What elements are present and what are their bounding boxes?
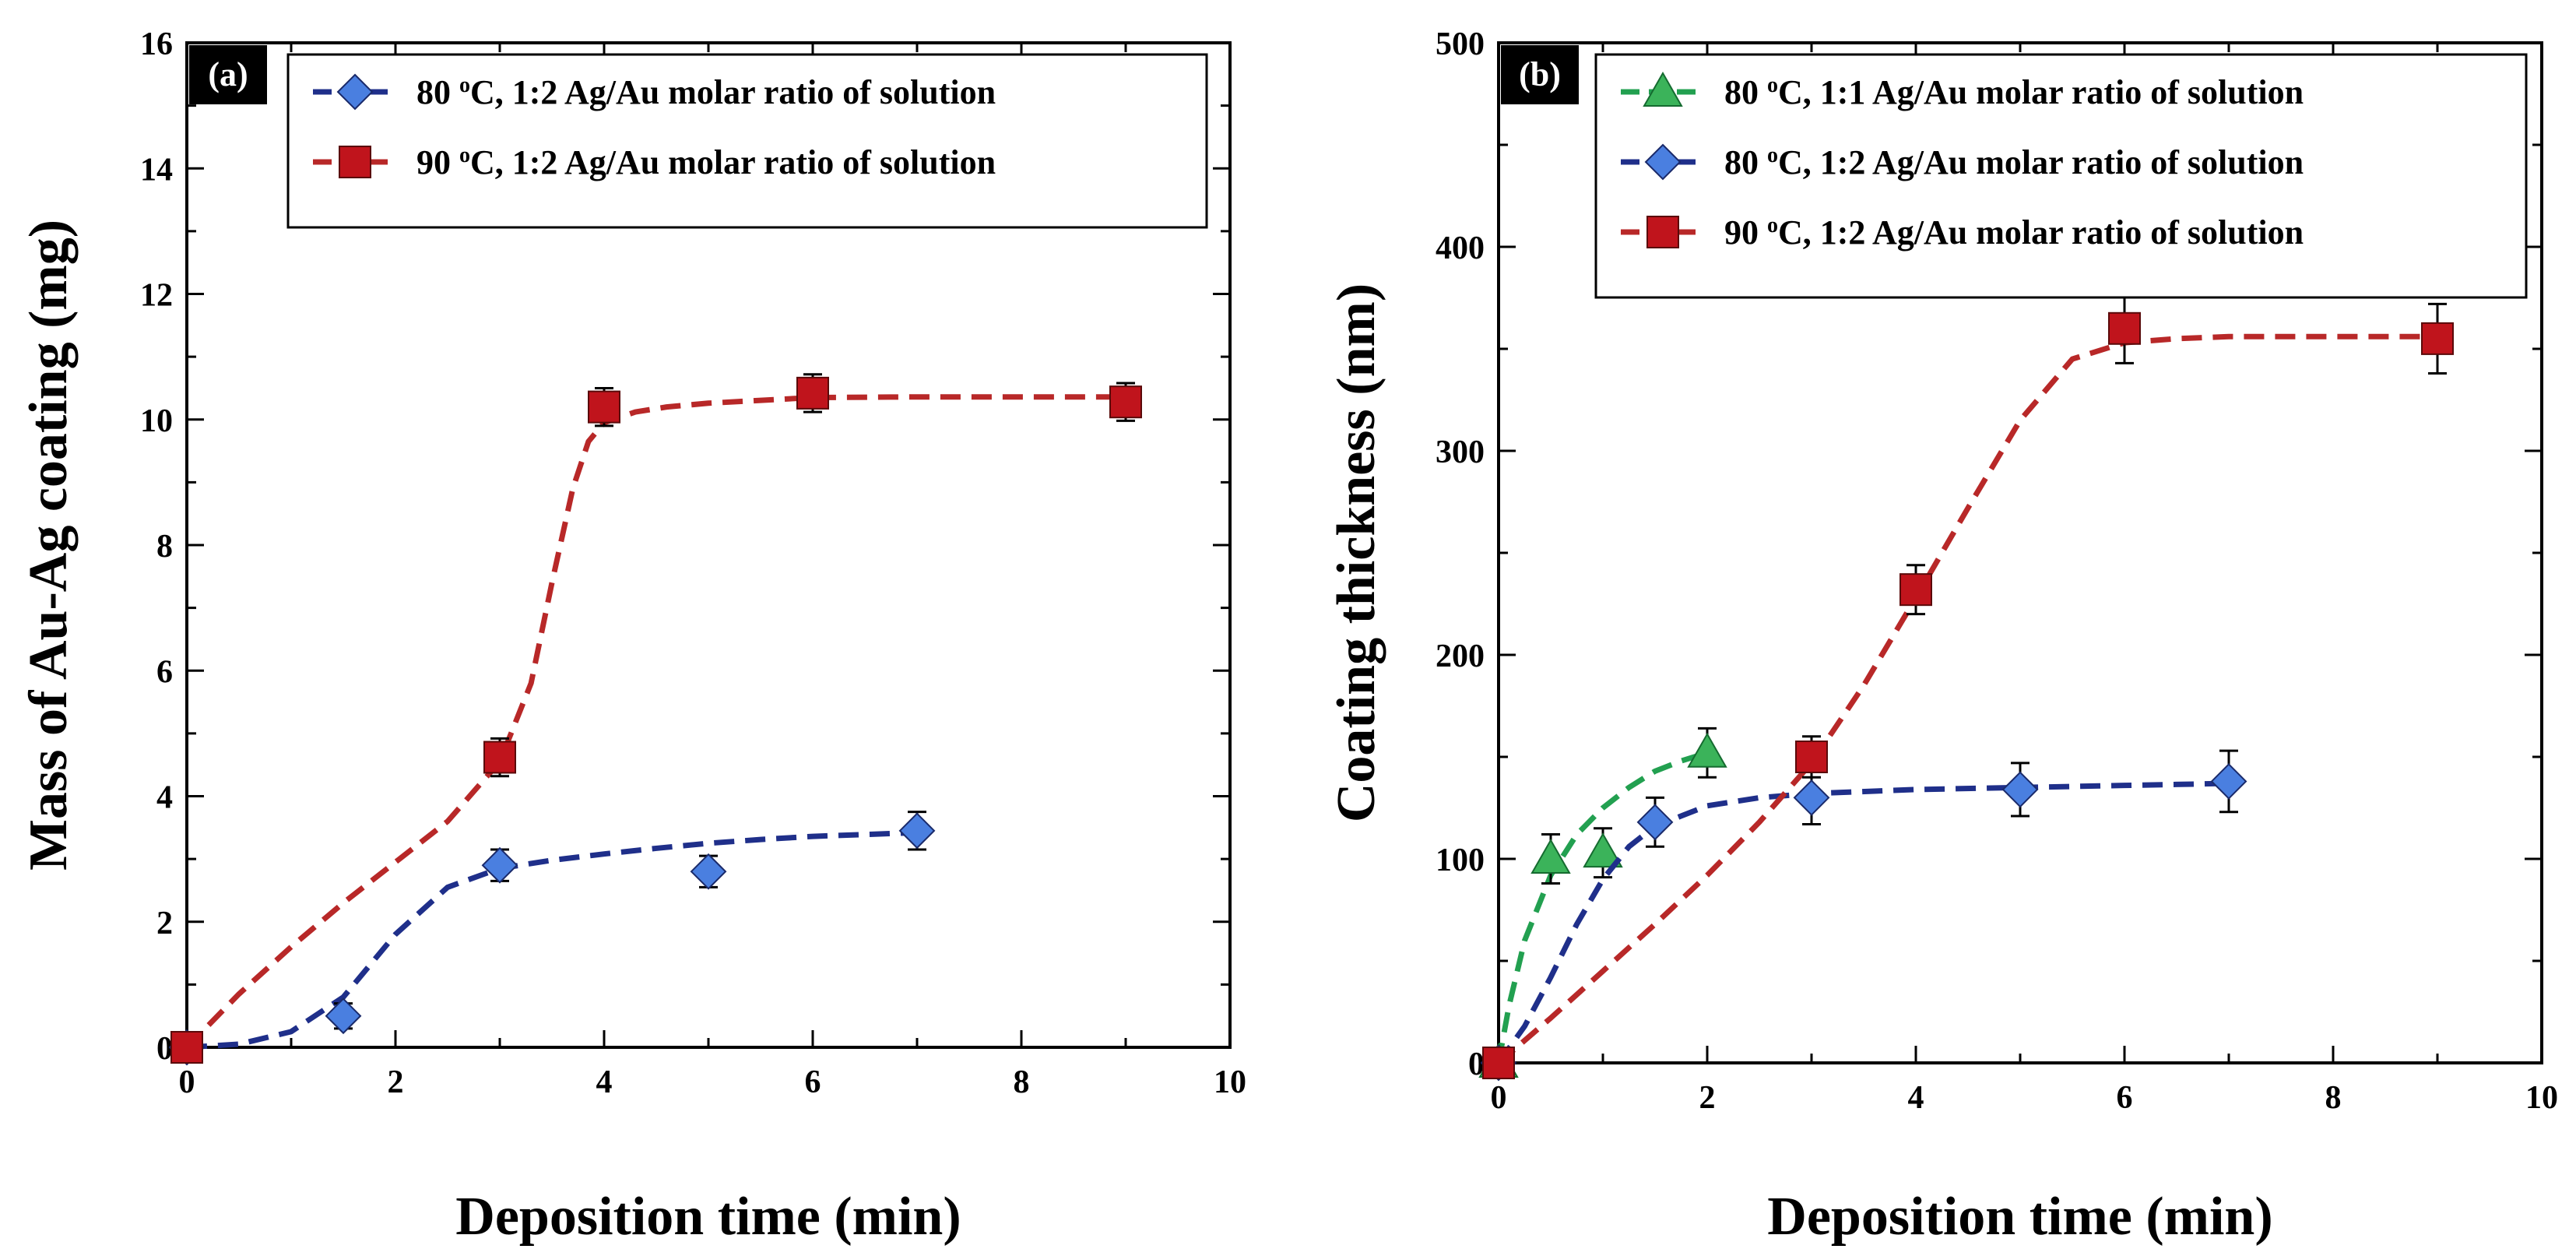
x-tick-label: 4 — [1908, 1080, 1924, 1116]
legend-entry: 90 oC, 1:2 Ag/Au molar ratio of solution — [416, 143, 996, 182]
y-tick-label: 6 — [156, 654, 173, 690]
data-point — [1109, 385, 1142, 419]
data-point — [2108, 311, 2141, 345]
series-fit-line — [185, 394, 1126, 1050]
panel-tag: (a) — [208, 55, 248, 93]
series-2 — [1480, 749, 2247, 1082]
y-tick-label: 10 — [140, 403, 173, 439]
x-tick-label: 4 — [596, 1064, 613, 1100]
legend-box — [1594, 53, 2528, 299]
legend-entry-part: C, 1:2 Ag/Au molar ratio of solution — [470, 73, 996, 111]
x-tick-label: 10 — [2525, 1080, 2558, 1116]
legend-entry-part: 80 — [416, 73, 459, 111]
data-point — [1636, 804, 1674, 841]
legend-marker — [1643, 71, 1683, 107]
data-point — [483, 741, 516, 774]
y-tick-label: 2 — [156, 906, 173, 941]
series-1 — [1478, 727, 1727, 1078]
chart-panel-1: 0 2 4 6 8 10 0 2 4 6 8 10 12 14 16 Deposition time (min… — [19, 26, 1246, 1247]
data-point — [690, 853, 727, 890]
x-tick-label: 2 — [1699, 1080, 1716, 1116]
panel-tag-box — [1501, 45, 1579, 104]
legend-degree-sup: o — [1767, 143, 1778, 167]
x-tick-label: 0 — [1491, 1080, 1507, 1116]
legend-marker — [336, 73, 374, 111]
legend-entry: 90 oC, 1:2 Ag/Au molar ratio of solution — [1724, 213, 2304, 252]
data-point — [325, 997, 362, 1035]
legend-degree-sup: o — [459, 73, 470, 97]
data-point — [898, 812, 936, 850]
y-tick-label: 100 — [1436, 843, 1485, 878]
y-tick-label: 400 — [1436, 230, 1485, 266]
data-point — [1482, 1047, 1515, 1079]
legend-box — [286, 53, 1208, 229]
x-tick-label: 8 — [1014, 1064, 1030, 1100]
series-fit-line — [1495, 750, 1709, 1064]
legend-degree-sup: o — [1767, 213, 1778, 237]
legend-degree-sup: o — [1767, 73, 1778, 97]
series-fit-line — [1496, 780, 2230, 1065]
data-point — [1583, 832, 1623, 868]
legend: 80 oC, 1:1 Ag/Au molar ratio of solution… — [1594, 53, 2528, 299]
data-point — [1795, 741, 1828, 773]
data-point — [2001, 771, 2039, 808]
series-1 — [168, 811, 936, 1066]
y-tick-label: 14 — [140, 152, 173, 188]
y-axis-label: Mass of Au-Ag coating (mg) — [19, 220, 79, 871]
y-tick-label: 200 — [1436, 639, 1485, 674]
legend-entry-part: 90 — [1724, 213, 1767, 252]
data-point — [796, 376, 829, 410]
legend-entry-part: 80 — [1724, 143, 1767, 181]
x-tick-label: 0 — [179, 1064, 195, 1100]
data-point — [170, 1031, 203, 1064]
x-tick-label: 6 — [805, 1064, 821, 1100]
data-point — [2210, 763, 2247, 800]
x-tick-label: 2 — [388, 1064, 404, 1100]
legend-entry-part: C, 1:2 Ag/Au molar ratio of solution — [1778, 143, 2304, 181]
x-axis-label: Deposition time (min) — [455, 1187, 961, 1247]
x-axis-label: Deposition time (min) — [1767, 1187, 2272, 1247]
legend-marker — [1646, 216, 1679, 248]
data-point — [1793, 779, 1830, 816]
legend: 80 oC, 1:2 Ag/Au molar ratio of solution… — [286, 53, 1208, 229]
series-fit-line — [1496, 333, 2437, 1065]
legend-entry-part: C, 1:1 Ag/Au molar ratio of solution — [1778, 73, 2304, 111]
x-tick-label: 6 — [2117, 1080, 2133, 1116]
legend-entry-part: 80 — [1724, 73, 1767, 111]
x-tick-label: 10 — [1214, 1064, 1246, 1100]
y-tick-label: 8 — [156, 529, 173, 565]
data-point — [1899, 573, 1932, 607]
series-fit-line — [186, 829, 918, 1050]
legend-degree-sup: o — [459, 143, 470, 167]
legend-entry-part: C, 1:2 Ag/Au molar ratio of solution — [470, 143, 996, 181]
series-2 — [170, 373, 1142, 1064]
y-tick-label: 0 — [1468, 1047, 1485, 1082]
series-3 — [1482, 292, 2454, 1079]
legend-marker — [1644, 143, 1682, 181]
legend-entry-part: 90 — [416, 143, 459, 181]
y-tick-label: 4 — [156, 780, 173, 816]
legend-entry: 80 oC, 1:2 Ag/Au molar ratio of solution — [416, 73, 996, 112]
y-tick-label: 12 — [140, 278, 173, 314]
data-point — [1530, 838, 1571, 874]
panel-tag: (b) — [1519, 55, 1561, 93]
legend-marker — [339, 146, 371, 178]
y-tick-label: 300 — [1436, 435, 1485, 470]
data-point — [2421, 322, 2454, 355]
data-point — [481, 846, 518, 884]
data-point — [588, 390, 620, 424]
panel-tag-box — [189, 45, 267, 104]
legend-entry: 80 oC, 1:1 Ag/Au molar ratio of solution — [1724, 73, 2304, 112]
y-tick-label: 0 — [156, 1031, 173, 1067]
y-tick-label: 500 — [1436, 26, 1485, 62]
legend-entry: 80 oC, 1:2 Ag/Au molar ratio of solution — [1724, 143, 2304, 182]
data-point — [1687, 732, 1727, 768]
x-tick-label: 8 — [2325, 1080, 2342, 1116]
y-axis-label: Coating thickness (nm) — [1327, 283, 1386, 822]
y-tick-label: 16 — [140, 26, 173, 62]
legend-entry-part: C, 1:2 Ag/Au molar ratio of solution — [1778, 213, 2304, 252]
